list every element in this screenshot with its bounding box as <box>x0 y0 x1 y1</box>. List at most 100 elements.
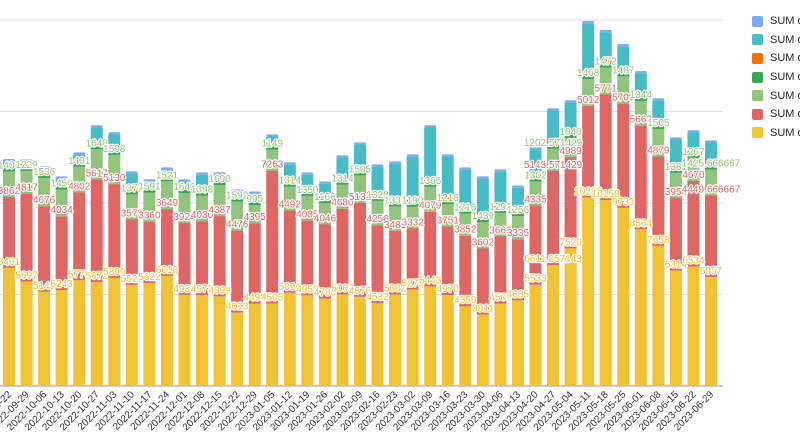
data-label: 5776 <box>68 269 91 280</box>
data-label: 4970 <box>437 284 460 295</box>
bar-segment <box>38 178 51 207</box>
data-label: 1468 <box>577 68 600 79</box>
data-label: 1401 <box>68 156 91 167</box>
bar-segment <box>476 218 489 223</box>
legend-item[interactable]: SUM of <box>752 31 800 50</box>
bar-segment <box>231 191 244 194</box>
data-label: 6611.857143 <box>524 254 582 265</box>
bar-segment <box>266 170 279 304</box>
bar-segment <box>547 140 560 146</box>
bar-segment <box>406 206 419 229</box>
bar-segment <box>318 181 331 184</box>
bar-segment <box>424 125 437 128</box>
legend-item[interactable]: SUM of <box>752 124 800 143</box>
data-label: 1450 <box>51 179 74 190</box>
bar-segment <box>90 179 103 283</box>
bar-segment <box>441 156 454 196</box>
legend-item[interactable]: SUM of <box>752 86 800 105</box>
bar-segment <box>283 210 296 293</box>
bar-segment <box>441 295 454 386</box>
bar-segment <box>459 235 472 307</box>
data-label: 4256 <box>366 214 389 225</box>
data-label: 3663 <box>489 225 512 236</box>
data-label: 4079 <box>419 201 442 212</box>
bar-segment <box>108 146 121 152</box>
bar-segment <box>266 141 279 146</box>
bar-segment <box>669 164 682 170</box>
bar-segment <box>336 176 349 182</box>
bar-segment <box>283 164 296 179</box>
data-label: 1216 <box>454 202 477 213</box>
bar-segment <box>231 189 244 192</box>
data-label: 4953 <box>296 284 319 295</box>
legend-item[interactable]: SUM of <box>752 49 800 68</box>
data-label: 5663 <box>630 115 653 126</box>
legend-label: SUM of <box>770 108 800 121</box>
data-label: 1202.571429 <box>524 138 583 149</box>
bar-segment <box>266 303 279 386</box>
bar-segment <box>3 159 15 162</box>
bar-segment <box>178 179 191 182</box>
bar-segment <box>529 205 542 285</box>
bar-segment <box>3 161 15 164</box>
bar-segment <box>617 207 630 386</box>
legend-swatch <box>752 90 763 102</box>
bar-segment <box>301 187 314 193</box>
bar-segment <box>459 213 472 236</box>
bar-segment <box>125 284 138 386</box>
data-label: 3911 <box>472 303 494 314</box>
bar-segment <box>20 167 33 172</box>
bar-segment <box>371 192 384 198</box>
bar-segment <box>160 181 173 210</box>
legend-label: SUM of <box>770 52 800 65</box>
bar-segment <box>441 226 454 296</box>
legend-item[interactable]: SUM of <box>752 12 800 31</box>
bar-segment <box>511 187 524 209</box>
bar-segment <box>459 205 472 210</box>
legend-label: SUM of <box>770 71 800 84</box>
data-label: 7520 <box>559 237 582 248</box>
bar-segment <box>336 155 349 158</box>
data-label: 4449.666667 <box>682 185 741 196</box>
data-label: 4505 <box>261 293 284 304</box>
data-label: 5771 <box>595 83 618 94</box>
data-label: 4670 <box>682 170 705 181</box>
legend-swatch <box>752 52 763 64</box>
data-label: 9733 <box>612 197 635 208</box>
data-label: 3332 <box>402 217 425 228</box>
bar-segment <box>669 198 682 271</box>
bar-segment <box>529 149 542 174</box>
bar-segment <box>547 110 560 141</box>
data-label: 1291 <box>489 202 512 213</box>
bar-segment <box>73 280 86 386</box>
data-label: 4780 <box>314 288 337 299</box>
bar-segment <box>336 157 349 177</box>
data-label: 1398 <box>191 185 214 196</box>
data-label: 1229 <box>15 160 38 171</box>
data-label: 3602 <box>472 238 495 249</box>
data-label: 10298 <box>574 187 602 198</box>
data-label: 1641 <box>173 182 196 193</box>
bar-segment <box>564 138 577 158</box>
bar-segment <box>564 102 577 130</box>
bar-segment <box>599 30 612 33</box>
bar-segment <box>213 172 226 175</box>
bar-segment <box>389 202 402 207</box>
bar-segment <box>301 174 314 188</box>
data-label: 1302 <box>524 171 547 182</box>
bar-segment <box>213 181 226 186</box>
bar-segment <box>266 149 279 171</box>
bar-segment <box>441 204 454 227</box>
bar-segment <box>634 92 647 98</box>
data-label: 4046 <box>314 213 337 224</box>
bar-segment <box>564 100 577 103</box>
bar-segment <box>652 125 665 130</box>
legend-item[interactable]: SUM of <box>752 105 800 124</box>
bar-segment <box>652 120 665 126</box>
data-label: 6534 <box>682 255 705 266</box>
legend-item[interactable]: SUM of <box>752 68 800 87</box>
bar-segment <box>73 152 86 155</box>
bar-segment <box>231 193 244 198</box>
bar-segment <box>318 199 331 204</box>
data-label: 1648 <box>86 138 109 149</box>
